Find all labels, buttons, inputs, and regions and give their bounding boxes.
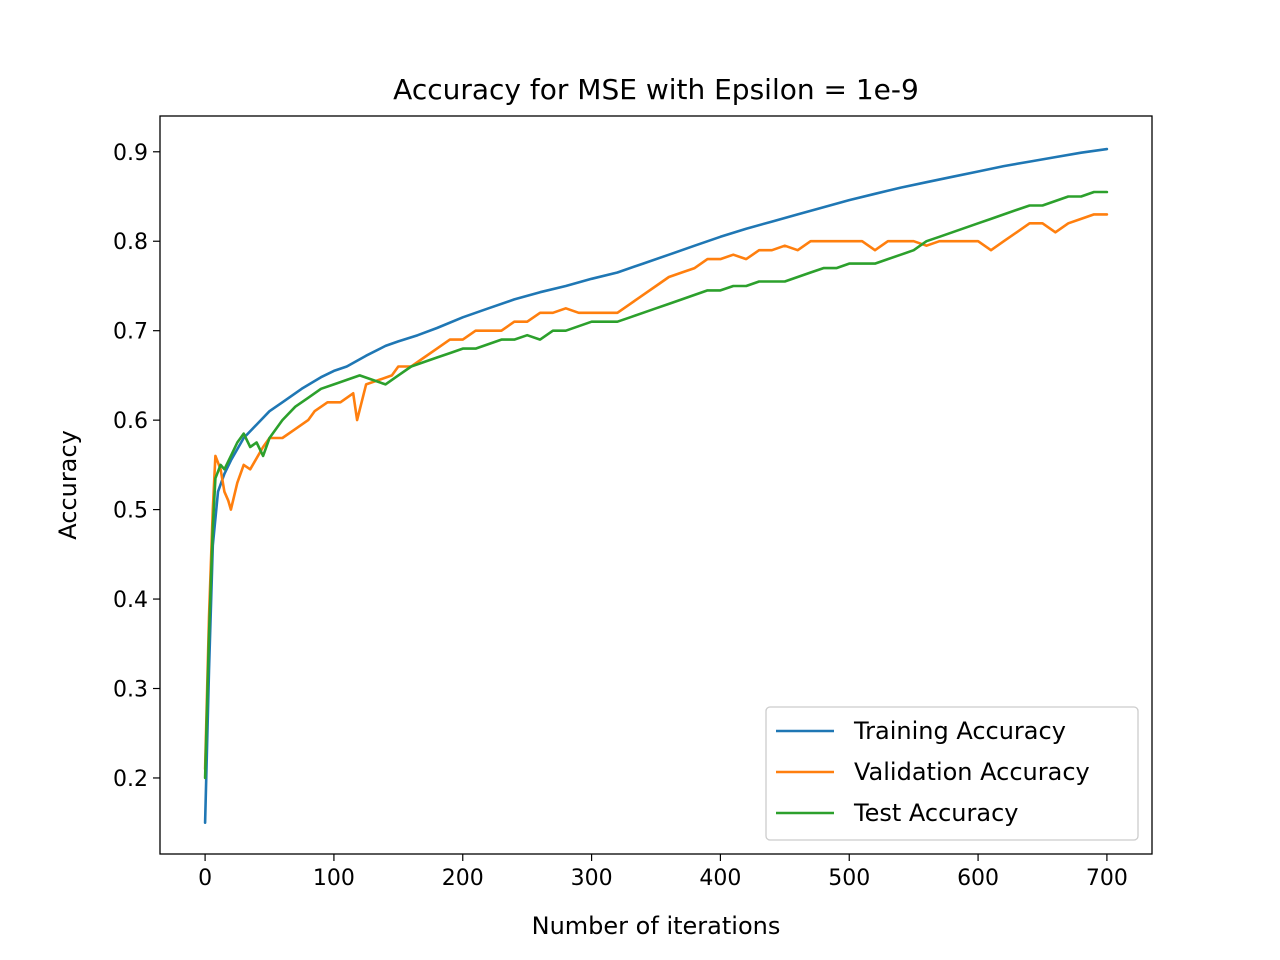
y-tick-label: 0.9 — [113, 141, 148, 166]
legend-label-3: Test Accuracy — [853, 799, 1018, 827]
y-tick-label: 0.2 — [113, 767, 148, 792]
legend-label-1: Training Accuracy — [853, 717, 1066, 745]
series-line-1 — [203, 147, 1109, 825]
y-tick-label: 0.6 — [113, 409, 148, 434]
y-axis: 0.2 0.3 0.4 0.5 0.6 0.7 0.8 0.9 — [113, 141, 160, 792]
series-line-2 — [203, 213, 1109, 771]
y-tick-label: 0.8 — [113, 230, 148, 255]
x-tick-label: 600 — [957, 866, 999, 891]
legend-box — [765, 706, 1139, 841]
plot-area-frame — [159, 115, 1153, 855]
y-tick-label: 0.7 — [113, 320, 148, 345]
x-tick-label: 0 — [198, 866, 212, 891]
y-axis-label: Accuracy — [54, 430, 82, 540]
y-tick-label: 0.5 — [113, 499, 148, 524]
x-tick-label: 100 — [313, 866, 355, 891]
x-tick-label: 300 — [571, 866, 613, 891]
legend-label-2: Validation Accuracy — [854, 758, 1090, 786]
x-tick-label: 400 — [699, 866, 741, 891]
series-layer — [203, 147, 1109, 825]
series-line-3 — [203, 190, 1109, 780]
y-tick-label: 0.4 — [113, 588, 148, 613]
legend: Training Accuracy Validation Accuracy Test… — [765, 706, 1139, 841]
y-tick-label: 0.3 — [113, 678, 148, 703]
x-axis: 0 100 200 300 400 500 600 700 — [198, 854, 1128, 891]
x-tick-label: 500 — [828, 866, 870, 891]
x-tick-label: 200 — [442, 866, 484, 891]
chart-title: Accuracy for MSE with Epsilon = 1e-9 — [393, 73, 919, 106]
x-axis-label: Number of iterations — [532, 912, 781, 940]
x-tick-label: 700 — [1086, 866, 1128, 891]
